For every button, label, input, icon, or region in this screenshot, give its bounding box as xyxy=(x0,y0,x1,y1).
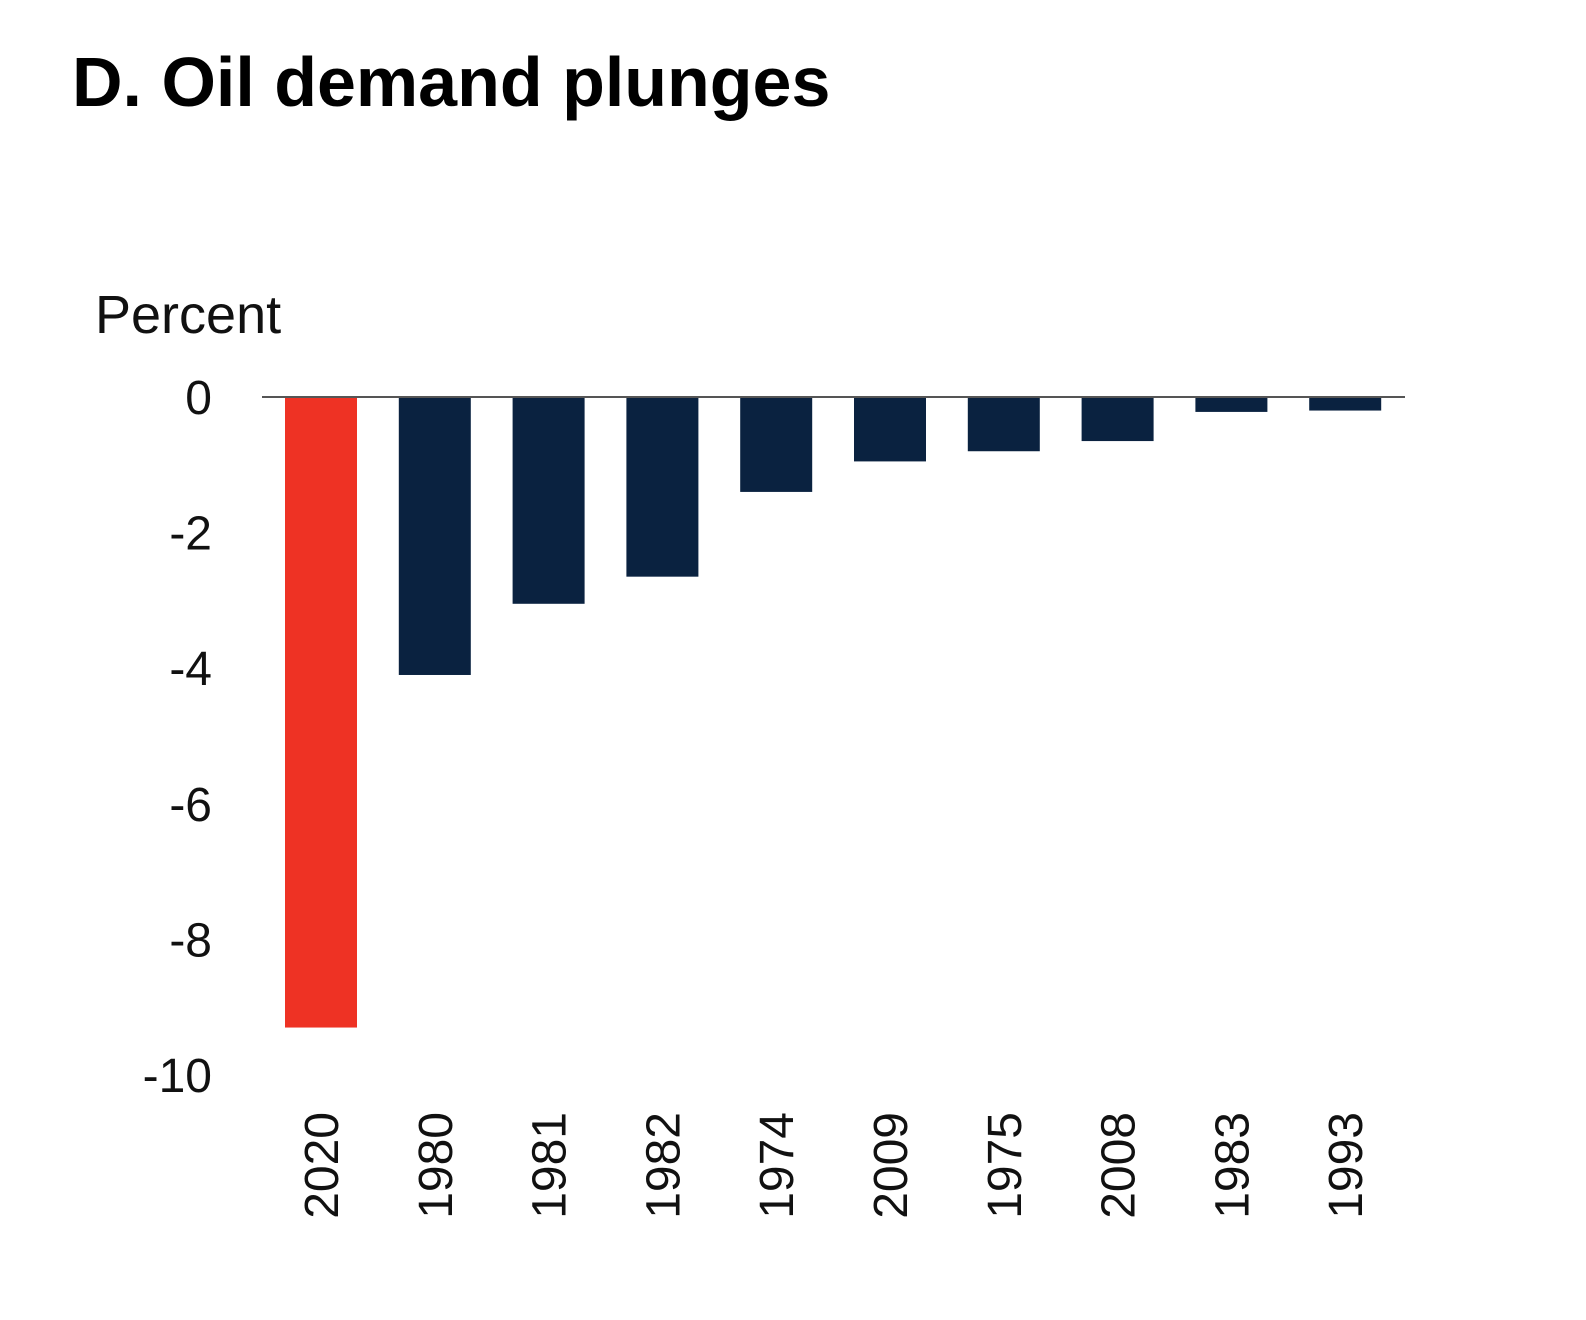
x-tick-label: 2020 xyxy=(296,1112,349,1219)
y-tick-label: -2 xyxy=(169,508,212,561)
x-tick-label: 2009 xyxy=(865,1112,918,1219)
x-tick-labels: 2020 1980 1981 1982 1974 2009 1975 2008 1983 1993 xyxy=(296,1112,1373,1219)
x-tick-label: 1980 xyxy=(410,1112,463,1219)
y-tick-label: -10 xyxy=(143,1050,212,1103)
y-axis-label: Percent xyxy=(95,285,281,345)
bar-2008 xyxy=(1081,397,1154,442)
chart-title: D. Oil demand plunges xyxy=(72,43,831,121)
x-tick-label: 1993 xyxy=(1320,1112,1373,1219)
bar-1974 xyxy=(740,397,813,492)
bar-1980 xyxy=(398,397,471,675)
bar-1993 xyxy=(1309,397,1382,411)
bar-2009 xyxy=(854,397,926,462)
x-tick-label: 1974 xyxy=(751,1112,804,1219)
y-tick-label: -6 xyxy=(169,779,212,832)
x-tick-label: 1982 xyxy=(637,1112,690,1219)
x-tick-label: 2008 xyxy=(1093,1112,1146,1219)
bar-1983 xyxy=(1195,397,1268,412)
y-tick-label: -8 xyxy=(169,914,212,967)
bar-2020 xyxy=(285,397,357,1028)
y-tick-label: -4 xyxy=(169,643,212,696)
bar-1982 xyxy=(626,397,699,577)
x-tick-label: 1983 xyxy=(1206,1112,1259,1219)
x-tick-label: 1981 xyxy=(524,1112,577,1219)
y-tick-label: 0 xyxy=(185,372,212,425)
y-tick-labels: 0 -2 -4 -6 -8 -10 xyxy=(143,372,212,1103)
bars xyxy=(285,397,1382,1028)
x-tick-label: 1975 xyxy=(979,1112,1032,1219)
bar-1981 xyxy=(512,397,585,604)
bar-1975 xyxy=(967,397,1040,452)
